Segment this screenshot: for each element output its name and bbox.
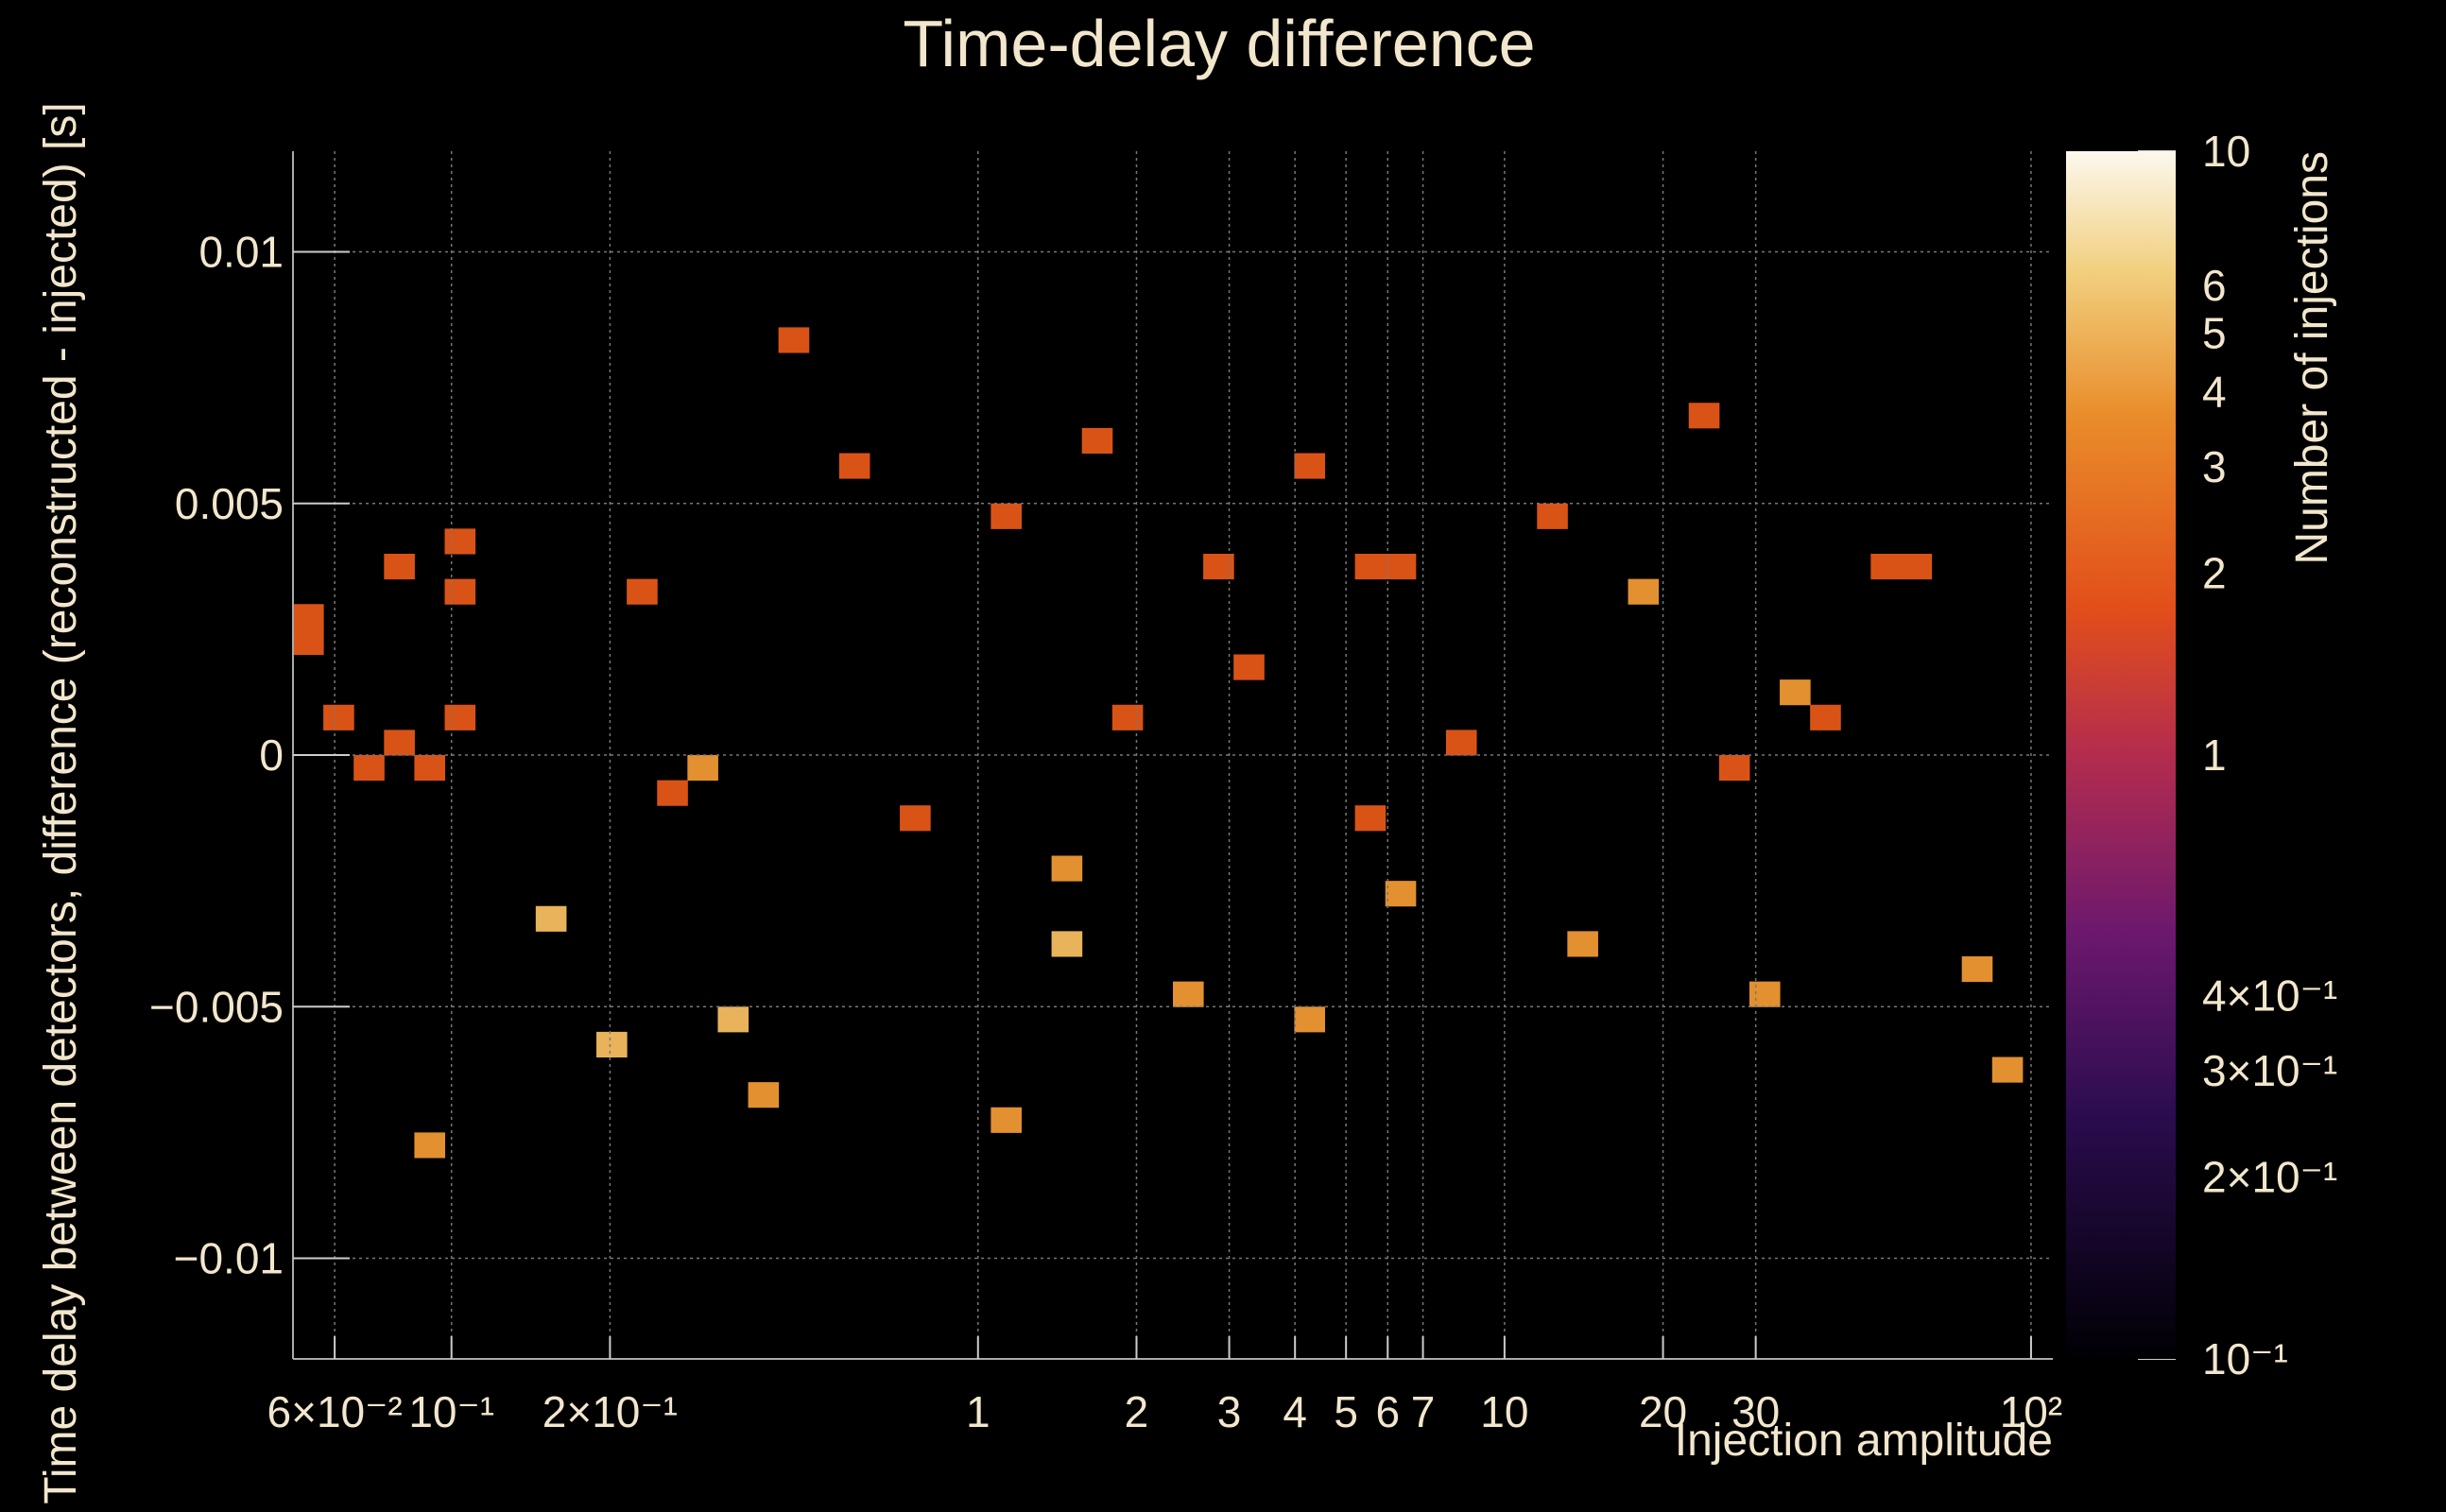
colorbar-tick-label: 1 xyxy=(2202,730,2227,780)
chart-title: Time-delay difference xyxy=(903,7,1535,80)
x-tick-label: 2 xyxy=(1125,1387,1149,1436)
x-tick-label: 10⁻¹ xyxy=(408,1387,494,1436)
heatmap-cell xyxy=(717,1006,749,1033)
y-tick-label: −0.01 xyxy=(174,1234,284,1283)
heatmap-cell xyxy=(1173,981,1204,1007)
heatmap-cell xyxy=(1354,805,1387,832)
y-tick-label: −0.005 xyxy=(149,982,284,1031)
y-tick-labels: 0.01 0.005 0 −0.005 −0.01 xyxy=(149,228,284,1283)
heatmap-cell xyxy=(1294,1006,1326,1033)
heatmap-cell xyxy=(384,730,415,756)
colorbar-tick-label: 5 xyxy=(2202,308,2227,357)
colorbar-tick-label: 3 xyxy=(2202,442,2227,491)
x-tick-label: 7 xyxy=(1411,1387,1436,1436)
x-tick-label: 2×10⁻¹ xyxy=(543,1387,678,1436)
heatmap-cell xyxy=(990,1107,1022,1133)
heatmap-cells xyxy=(293,327,2024,1159)
heatmap-cell xyxy=(900,805,931,832)
heatmap-cell xyxy=(1385,881,1417,907)
y-tick-label: 0.01 xyxy=(198,228,284,277)
heatmap-cell xyxy=(1718,755,1750,782)
heatmap-cell xyxy=(1233,654,1265,680)
heatmap-cell xyxy=(1051,931,1083,957)
heatmap-cell xyxy=(323,704,354,730)
x-tick-label: 3 xyxy=(1217,1387,1242,1436)
heatmap-cell xyxy=(384,554,415,580)
heatmap-cell xyxy=(1051,855,1083,882)
heatmap-cell xyxy=(838,453,870,479)
x-axis-label: Injection amplitude xyxy=(1675,1416,2053,1466)
heatmap-cell xyxy=(990,503,1022,529)
heatmap-cell xyxy=(353,755,385,782)
heatmap-cell xyxy=(1111,704,1144,730)
y-tick-label: 0.005 xyxy=(175,479,284,528)
colorbar-tick-label: 4 xyxy=(2202,367,2227,416)
heatmap-cell xyxy=(1354,554,1387,580)
x-tick-label: 4 xyxy=(1283,1387,1307,1436)
heatmap-cell xyxy=(1961,956,1993,983)
colorbar-label: Number of injections xyxy=(2287,151,2337,565)
heatmap-cell xyxy=(1901,554,1933,580)
y-tick-label: 0 xyxy=(259,730,284,780)
x-tick-labels: 6×10⁻² 10⁻¹ 2×10⁻¹ 1 2 3 4 5 6 7 10 20 30 10² xyxy=(267,1387,2063,1436)
x-tick-label: 6 xyxy=(1375,1387,1400,1436)
heatmap-cell xyxy=(657,780,688,806)
colorbar-tick-label: 10 xyxy=(2202,127,2250,176)
colorbar xyxy=(2066,151,2176,1359)
colorbar-ticks: 10 65 4 3 2 1 4×10⁻¹ 3×10⁻¹ 2×10⁻¹ 10⁻¹ xyxy=(2202,127,2337,1383)
heatmap-cell xyxy=(1810,704,1841,730)
x-tick-label: 5 xyxy=(1334,1387,1358,1436)
x-tick-label: 20 xyxy=(1639,1387,1687,1436)
heatmap-cell xyxy=(414,755,446,782)
grid-lines xyxy=(293,151,2053,1359)
heatmap-cell xyxy=(1445,730,1477,756)
heatmap-cell xyxy=(1688,403,1720,429)
heatmap-cell xyxy=(293,628,324,655)
heatmap-cell xyxy=(444,528,476,555)
heatmap-cell xyxy=(1537,503,1568,529)
x-tick-label: 6×10⁻² xyxy=(267,1387,403,1436)
heatmap-cell xyxy=(535,905,567,932)
heatmap-cell xyxy=(748,1082,780,1108)
x-tick-label: 10 xyxy=(1480,1387,1528,1436)
heatmap-cell xyxy=(293,604,324,630)
heatmap-cell xyxy=(627,578,658,605)
heatmap-cell xyxy=(1567,931,1598,957)
colorbar-tick-label: 3×10⁻¹ xyxy=(2202,1046,2337,1095)
heatmap-cell xyxy=(414,1132,446,1159)
colorbar-tick-label: 2×10⁻¹ xyxy=(2202,1153,2337,1202)
heatmap-cell xyxy=(1780,679,1811,706)
heatmap-cell xyxy=(1870,554,1902,580)
heatmap-cell xyxy=(778,327,810,353)
x-tick-label: 30 xyxy=(1731,1387,1780,1436)
x-tick-label: 1 xyxy=(966,1387,990,1436)
heatmap-cell xyxy=(1628,578,1660,605)
colorbar-tick-label: 6 xyxy=(2202,261,2227,310)
heatmap-cell xyxy=(1385,554,1417,580)
heatmap-cell xyxy=(444,578,476,605)
heatmap-cell xyxy=(1748,981,1781,1007)
x-tick-label: 10² xyxy=(2000,1387,2062,1436)
heatmap-cell xyxy=(596,1031,628,1057)
heatmap-cell xyxy=(687,755,718,782)
heatmap-cell xyxy=(1081,427,1113,454)
heatmap-cell xyxy=(444,704,476,730)
colorbar-tick-label: 2 xyxy=(2202,549,2227,598)
heatmap-cell xyxy=(1294,453,1326,479)
y-axis-label: Time delay between detectors, difference… xyxy=(36,102,86,1503)
heatmap-cell xyxy=(1991,1057,2024,1083)
colorbar-tick-label: 10⁻¹ xyxy=(2202,1334,2288,1383)
colorbar-tick-label: 4×10⁻¹ xyxy=(2202,971,2337,1020)
